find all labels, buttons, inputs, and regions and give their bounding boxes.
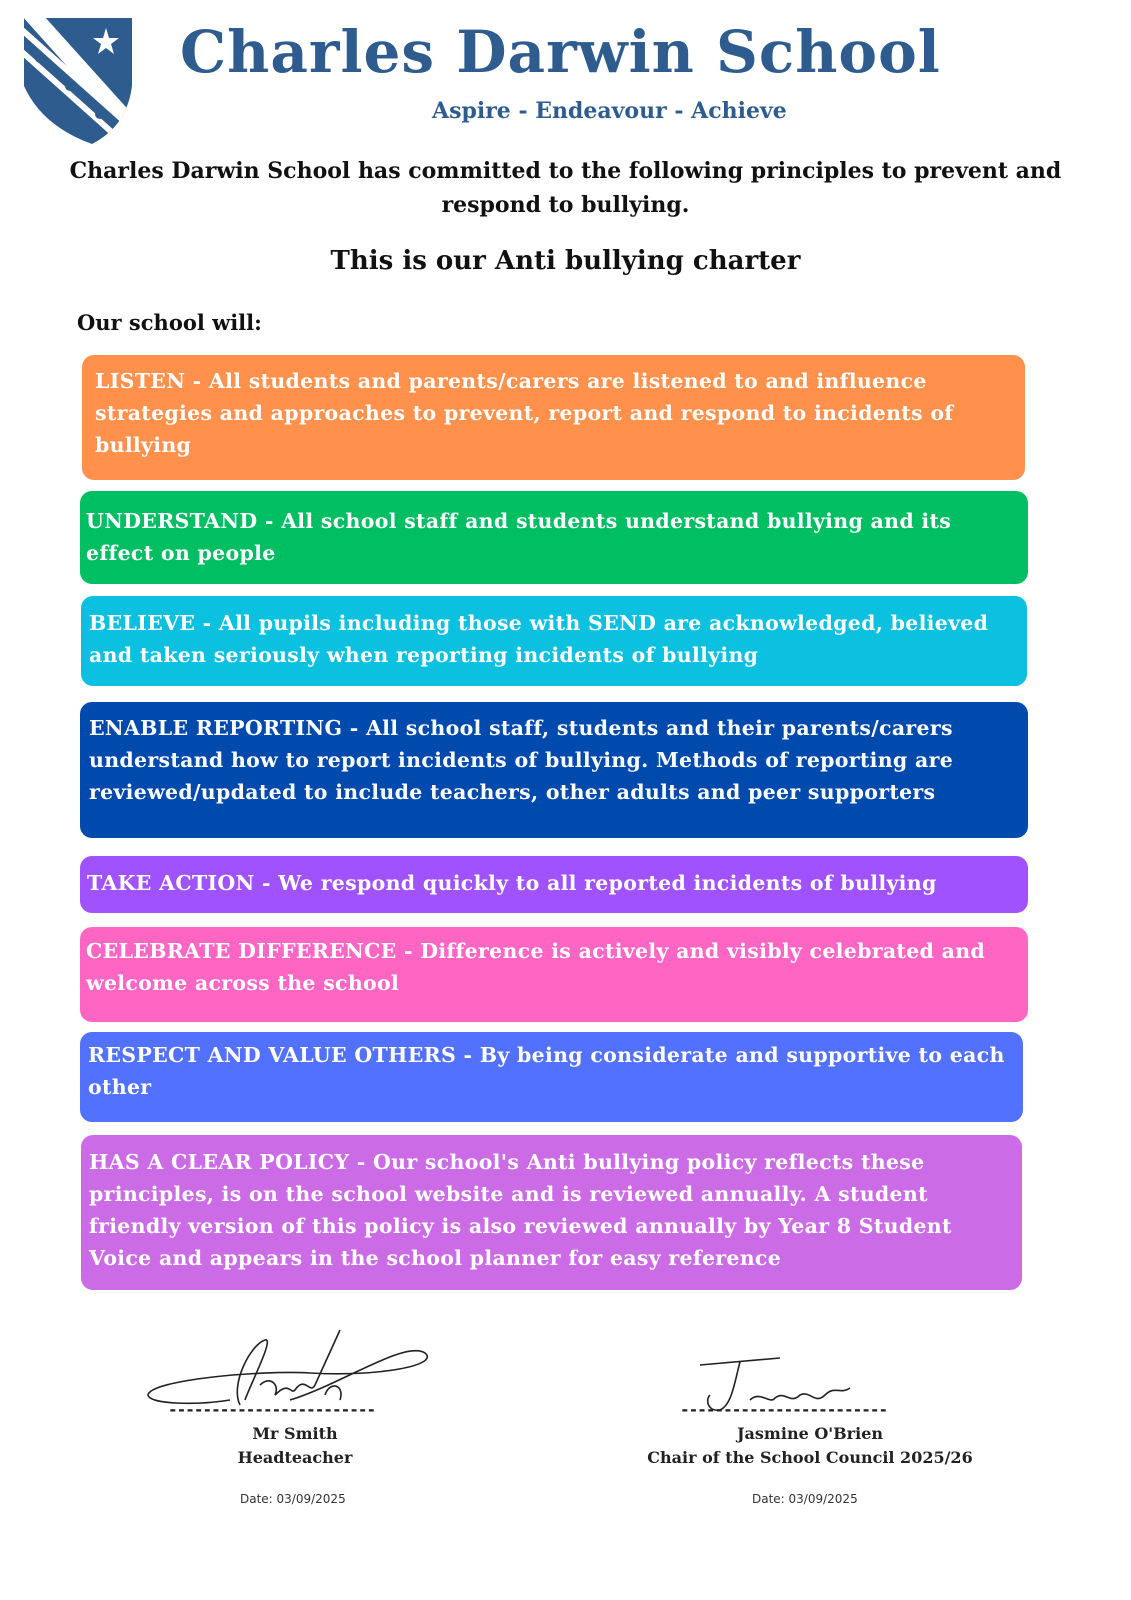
principle-clear-policy: HAS A CLEAR POLICY - Our school's Anti b…: [81, 1135, 1022, 1290]
charter-heading: This is our Anti bullying charter: [330, 246, 801, 276]
signatory-name: Jasmine O'Brien: [736, 1424, 883, 1443]
signatory-role: Headteacher: [237, 1448, 353, 1467]
chair-signature-block: ------------------------ Jasmine O'Brien…: [630, 1398, 990, 1470]
school-motto: Aspire - Endeavour - Achieve: [432, 98, 787, 124]
chair-signature: [699, 1357, 851, 1411]
lead-in: Our school will:: [77, 310, 262, 335]
headteacher-signature: [147, 1329, 428, 1406]
principle-respect: RESPECT AND VALUE OTHERS - By being cons…: [80, 1032, 1023, 1122]
school-crest-icon: [24, 18, 132, 144]
principle-believe: BELIEVE - All pupils including those wit…: [81, 596, 1027, 686]
signature-date: Date: 03/09/2025: [240, 1492, 346, 1506]
principle-listen: LISTEN - All students and parents/carers…: [82, 355, 1025, 480]
signatory-name: Mr Smith: [252, 1424, 338, 1443]
signatory-role: Chair of the School Council 2025/26: [647, 1448, 973, 1467]
signature-date: Date: 03/09/2025: [752, 1492, 858, 1506]
signature-line: ------------------------: [168, 1400, 376, 1419]
school-name: Charles Darwin School: [180, 18, 941, 86]
principle-celebrate-difference: CELEBRATE DIFFERENCE - Difference is act…: [80, 927, 1028, 1022]
principle-enable-reporting: ENABLE REPORTING - All school staff, stu…: [80, 702, 1028, 838]
principle-understand: UNDERSTAND - All school staff and studen…: [80, 491, 1028, 584]
intro-text: Charles Darwin School has committed to t…: [69, 158, 1062, 218]
signature-line: ------------------------: [680, 1400, 888, 1419]
principle-take-action: TAKE ACTION - We respond quickly to all …: [80, 856, 1028, 913]
headteacher-signature-block: ------------------------ Mr Smith Headte…: [140, 1398, 450, 1470]
